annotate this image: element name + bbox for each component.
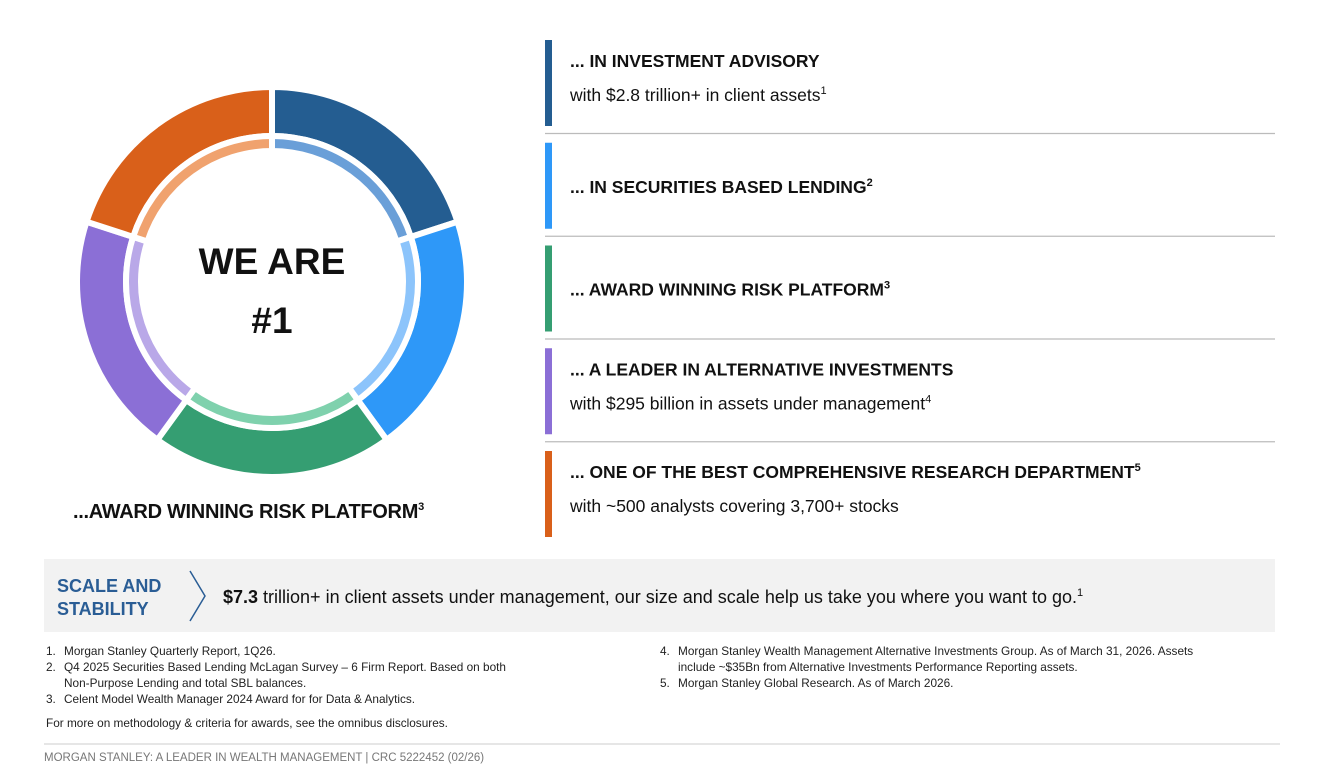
footnote-marker: 3. [46, 692, 56, 706]
item-title: ... IN INVESTMENT ADVISORY [570, 51, 820, 71]
banner-highlight: $7.3 [223, 587, 258, 607]
item-subtitle-text: with ~500 analysts covering 3,700+ stock… [569, 496, 899, 516]
item-bar [545, 245, 552, 332]
item-title-sup: 5 [1135, 462, 1141, 474]
donut-caption: ...AWARD WINNING RISK PLATFORM3 [73, 501, 424, 523]
item-title: ... IN SECURITIES BASED LENDING2 [570, 177, 873, 197]
banner-label: SCALE AND [57, 576, 161, 596]
footnote-line: include ~$35Bn from Alternative Investme… [678, 660, 1078, 674]
item-title: ... AWARD WINNING RISK PLATFORM3 [570, 280, 890, 300]
footnote-line: Non-Purpose Lending and total SBL balanc… [64, 676, 306, 690]
item-bar [545, 348, 552, 435]
items: ... IN INVESTMENT ADVISORY with $2.8 tril… [545, 40, 1275, 537]
footnote-marker: 5. [660, 676, 670, 690]
item-subtitle-sup: 1 [820, 85, 826, 97]
donut-segment [82, 83, 275, 241]
footnote-marker: 1. [46, 644, 56, 658]
donut-line2: #1 [251, 300, 292, 341]
banner-body: trillion+ in client assets under managem… [258, 587, 1077, 607]
footnote-line: Morgan Stanley Wealth Management Alterna… [678, 644, 1193, 658]
donut [74, 83, 470, 480]
donut-segment [269, 83, 462, 241]
item-subtitle-sup: 4 [925, 393, 931, 405]
item-bar [545, 451, 552, 537]
caption-text: ...AWARD WINNING RISK PLATFORM [73, 501, 418, 523]
footnote-line: Morgan Stanley Quarterly Report, 1Q26. [64, 644, 276, 658]
item-bar [545, 40, 552, 126]
footnote-marker: 2. [46, 660, 56, 674]
chevron [189, 570, 206, 622]
donut-inner-band [129, 132, 275, 246]
item-title: ... A LEADER IN ALTERNATIVE INVESTMENTS [570, 359, 953, 379]
footer: MORGAN STANLEY: A LEADER IN WEALTH MANAG… [44, 752, 484, 764]
banner-sup: 1 [1077, 587, 1083, 599]
item-title-text: ... AWARD WINNING RISK PLATFORM [570, 280, 884, 300]
methodology-note: For more on methodology & criteria for a… [46, 716, 448, 730]
footnote-line: Morgan Stanley Global Research. As of Ma… [678, 676, 953, 690]
item-subtitle: with ~500 analysts covering 3,700+ stock… [569, 496, 899, 516]
item-title-text: ... ONE OF THE BEST COMPREHENSIVE RESEAR… [570, 462, 1135, 482]
item-subtitle-text: with $2.8 trillion+ in client assets [569, 85, 821, 105]
banner-bg [44, 559, 1275, 632]
item-title-text: ... A LEADER IN ALTERNATIVE INVESTMENTS [570, 359, 953, 379]
banner-label: STABILITY [57, 599, 149, 619]
footnote-line: Q4 2025 Securities Based Lending McLagan… [64, 660, 506, 674]
item-subtitle-text: with $295 billion in assets under manage… [569, 393, 925, 413]
footnotes: 1. Morgan Stanley Quarterly Report, 1Q26.… [46, 644, 1193, 706]
banner-text: $7.3 trillion+ in client assets under ma… [223, 587, 1083, 607]
item-bar [545, 142, 552, 229]
item-title-sup: 3 [884, 280, 890, 292]
footnote-line: Celent Model Wealth Manager 2024 Award f… [64, 692, 415, 706]
footnote-marker: 4. [660, 644, 670, 658]
item-title-text: ... IN INVESTMENT ADVISORY [570, 51, 820, 71]
donut-line1: WE ARE [199, 241, 346, 282]
item-title: ... ONE OF THE BEST COMPREHENSIVE RESEAR… [570, 462, 1141, 482]
item-title-sup: 2 [867, 177, 873, 189]
item-title-text: ... IN SECURITIES BASED LENDING [570, 177, 867, 197]
item-subtitle: with $2.8 trillion+ in client assets1 [569, 85, 827, 105]
item-subtitle: with $295 billion in assets under manage… [569, 393, 931, 413]
caption-sup: 3 [418, 501, 424, 513]
